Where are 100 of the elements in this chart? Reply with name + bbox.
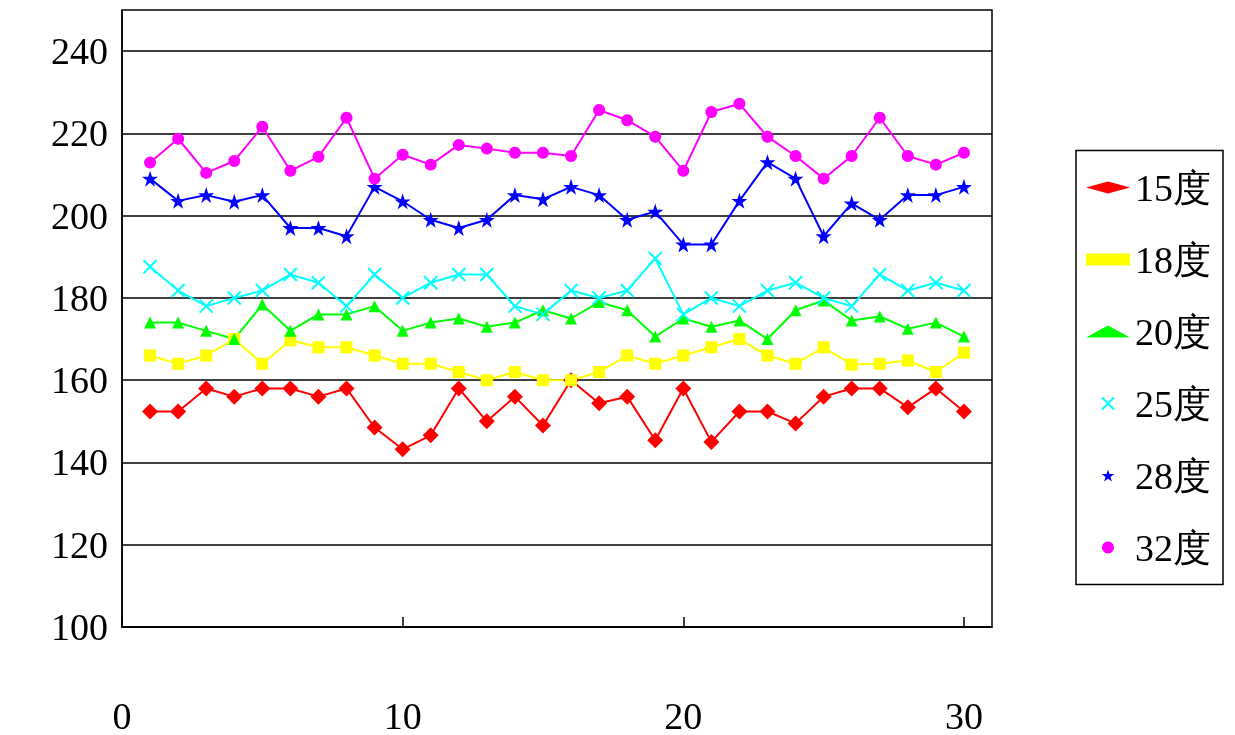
- point: [759, 154, 776, 171]
- point: [534, 191, 551, 208]
- point: [536, 374, 549, 387]
- point: [506, 388, 523, 405]
- point: [536, 146, 549, 159]
- point: [310, 275, 326, 291]
- point: [591, 290, 607, 306]
- point: [591, 395, 608, 412]
- point: [677, 164, 690, 177]
- point: [647, 250, 663, 266]
- point: [901, 354, 914, 367]
- point: [340, 111, 353, 124]
- y-tick-label: 140: [51, 441, 108, 484]
- legend-label: 20度: [1135, 310, 1211, 353]
- legend-label: 25度: [1135, 382, 1211, 425]
- point: [339, 298, 355, 314]
- point: [759, 283, 775, 299]
- point: [338, 380, 355, 397]
- point: [282, 266, 298, 282]
- point: [394, 193, 411, 210]
- point: [284, 324, 297, 337]
- x-tick-label: 30: [944, 695, 983, 735]
- point: [284, 164, 297, 177]
- point: [450, 220, 467, 237]
- point: [228, 154, 241, 167]
- point: [172, 357, 185, 370]
- point: [675, 306, 691, 322]
- point: [144, 316, 157, 329]
- point: [142, 403, 159, 420]
- point: [649, 357, 662, 370]
- point: [899, 187, 916, 204]
- point: [200, 349, 213, 362]
- point: [144, 156, 157, 169]
- point: [899, 399, 916, 416]
- point: [901, 322, 914, 335]
- point: [705, 341, 718, 354]
- point: [200, 166, 213, 179]
- legend-label: 32度: [1135, 526, 1211, 569]
- point: [142, 170, 159, 187]
- point: [955, 178, 972, 195]
- point: [480, 374, 493, 387]
- point: [395, 290, 411, 306]
- point: [368, 300, 381, 313]
- point: [508, 316, 521, 329]
- point: [843, 195, 860, 212]
- point: [200, 324, 213, 337]
- point: [677, 349, 690, 362]
- point: [144, 349, 157, 362]
- point: [534, 417, 551, 434]
- point: [844, 298, 860, 314]
- point: [843, 380, 860, 397]
- point: [396, 357, 409, 370]
- point: [340, 341, 353, 354]
- point: [423, 275, 439, 291]
- point: [871, 380, 888, 397]
- point: [733, 97, 746, 110]
- point: [733, 333, 746, 346]
- point: [340, 308, 353, 321]
- point: [226, 290, 242, 306]
- point: [170, 283, 186, 299]
- point: [424, 357, 437, 370]
- point: [450, 380, 467, 397]
- point: [254, 380, 271, 397]
- point: [172, 316, 185, 329]
- point: [338, 228, 355, 245]
- point: [787, 415, 804, 432]
- point: [312, 150, 325, 163]
- point: [367, 266, 383, 282]
- point: [563, 178, 580, 195]
- point: [310, 388, 327, 405]
- point: [872, 266, 888, 282]
- point: [703, 290, 719, 306]
- x-tick-label: 0: [112, 695, 132, 735]
- point: [789, 150, 802, 163]
- point: [619, 283, 635, 299]
- point: [675, 380, 692, 397]
- point: [593, 365, 606, 378]
- point: [508, 146, 521, 159]
- point: [170, 192, 187, 209]
- point: [310, 220, 327, 237]
- legend-label: 15度: [1135, 166, 1211, 209]
- point: [927, 380, 944, 397]
- point: [761, 333, 774, 346]
- point: [957, 330, 970, 343]
- point: [565, 150, 578, 163]
- point: [815, 388, 832, 405]
- point: [873, 357, 886, 370]
- point: [817, 341, 830, 354]
- point: [619, 211, 636, 228]
- point: [871, 211, 888, 228]
- y-tick-label: 240: [51, 30, 108, 73]
- point: [649, 130, 662, 143]
- point: [424, 316, 437, 329]
- point: [535, 306, 551, 322]
- point: [256, 298, 269, 311]
- point: [873, 111, 886, 124]
- point: [396, 148, 409, 161]
- point: [733, 314, 746, 327]
- point: [452, 312, 465, 325]
- point: [731, 192, 748, 209]
